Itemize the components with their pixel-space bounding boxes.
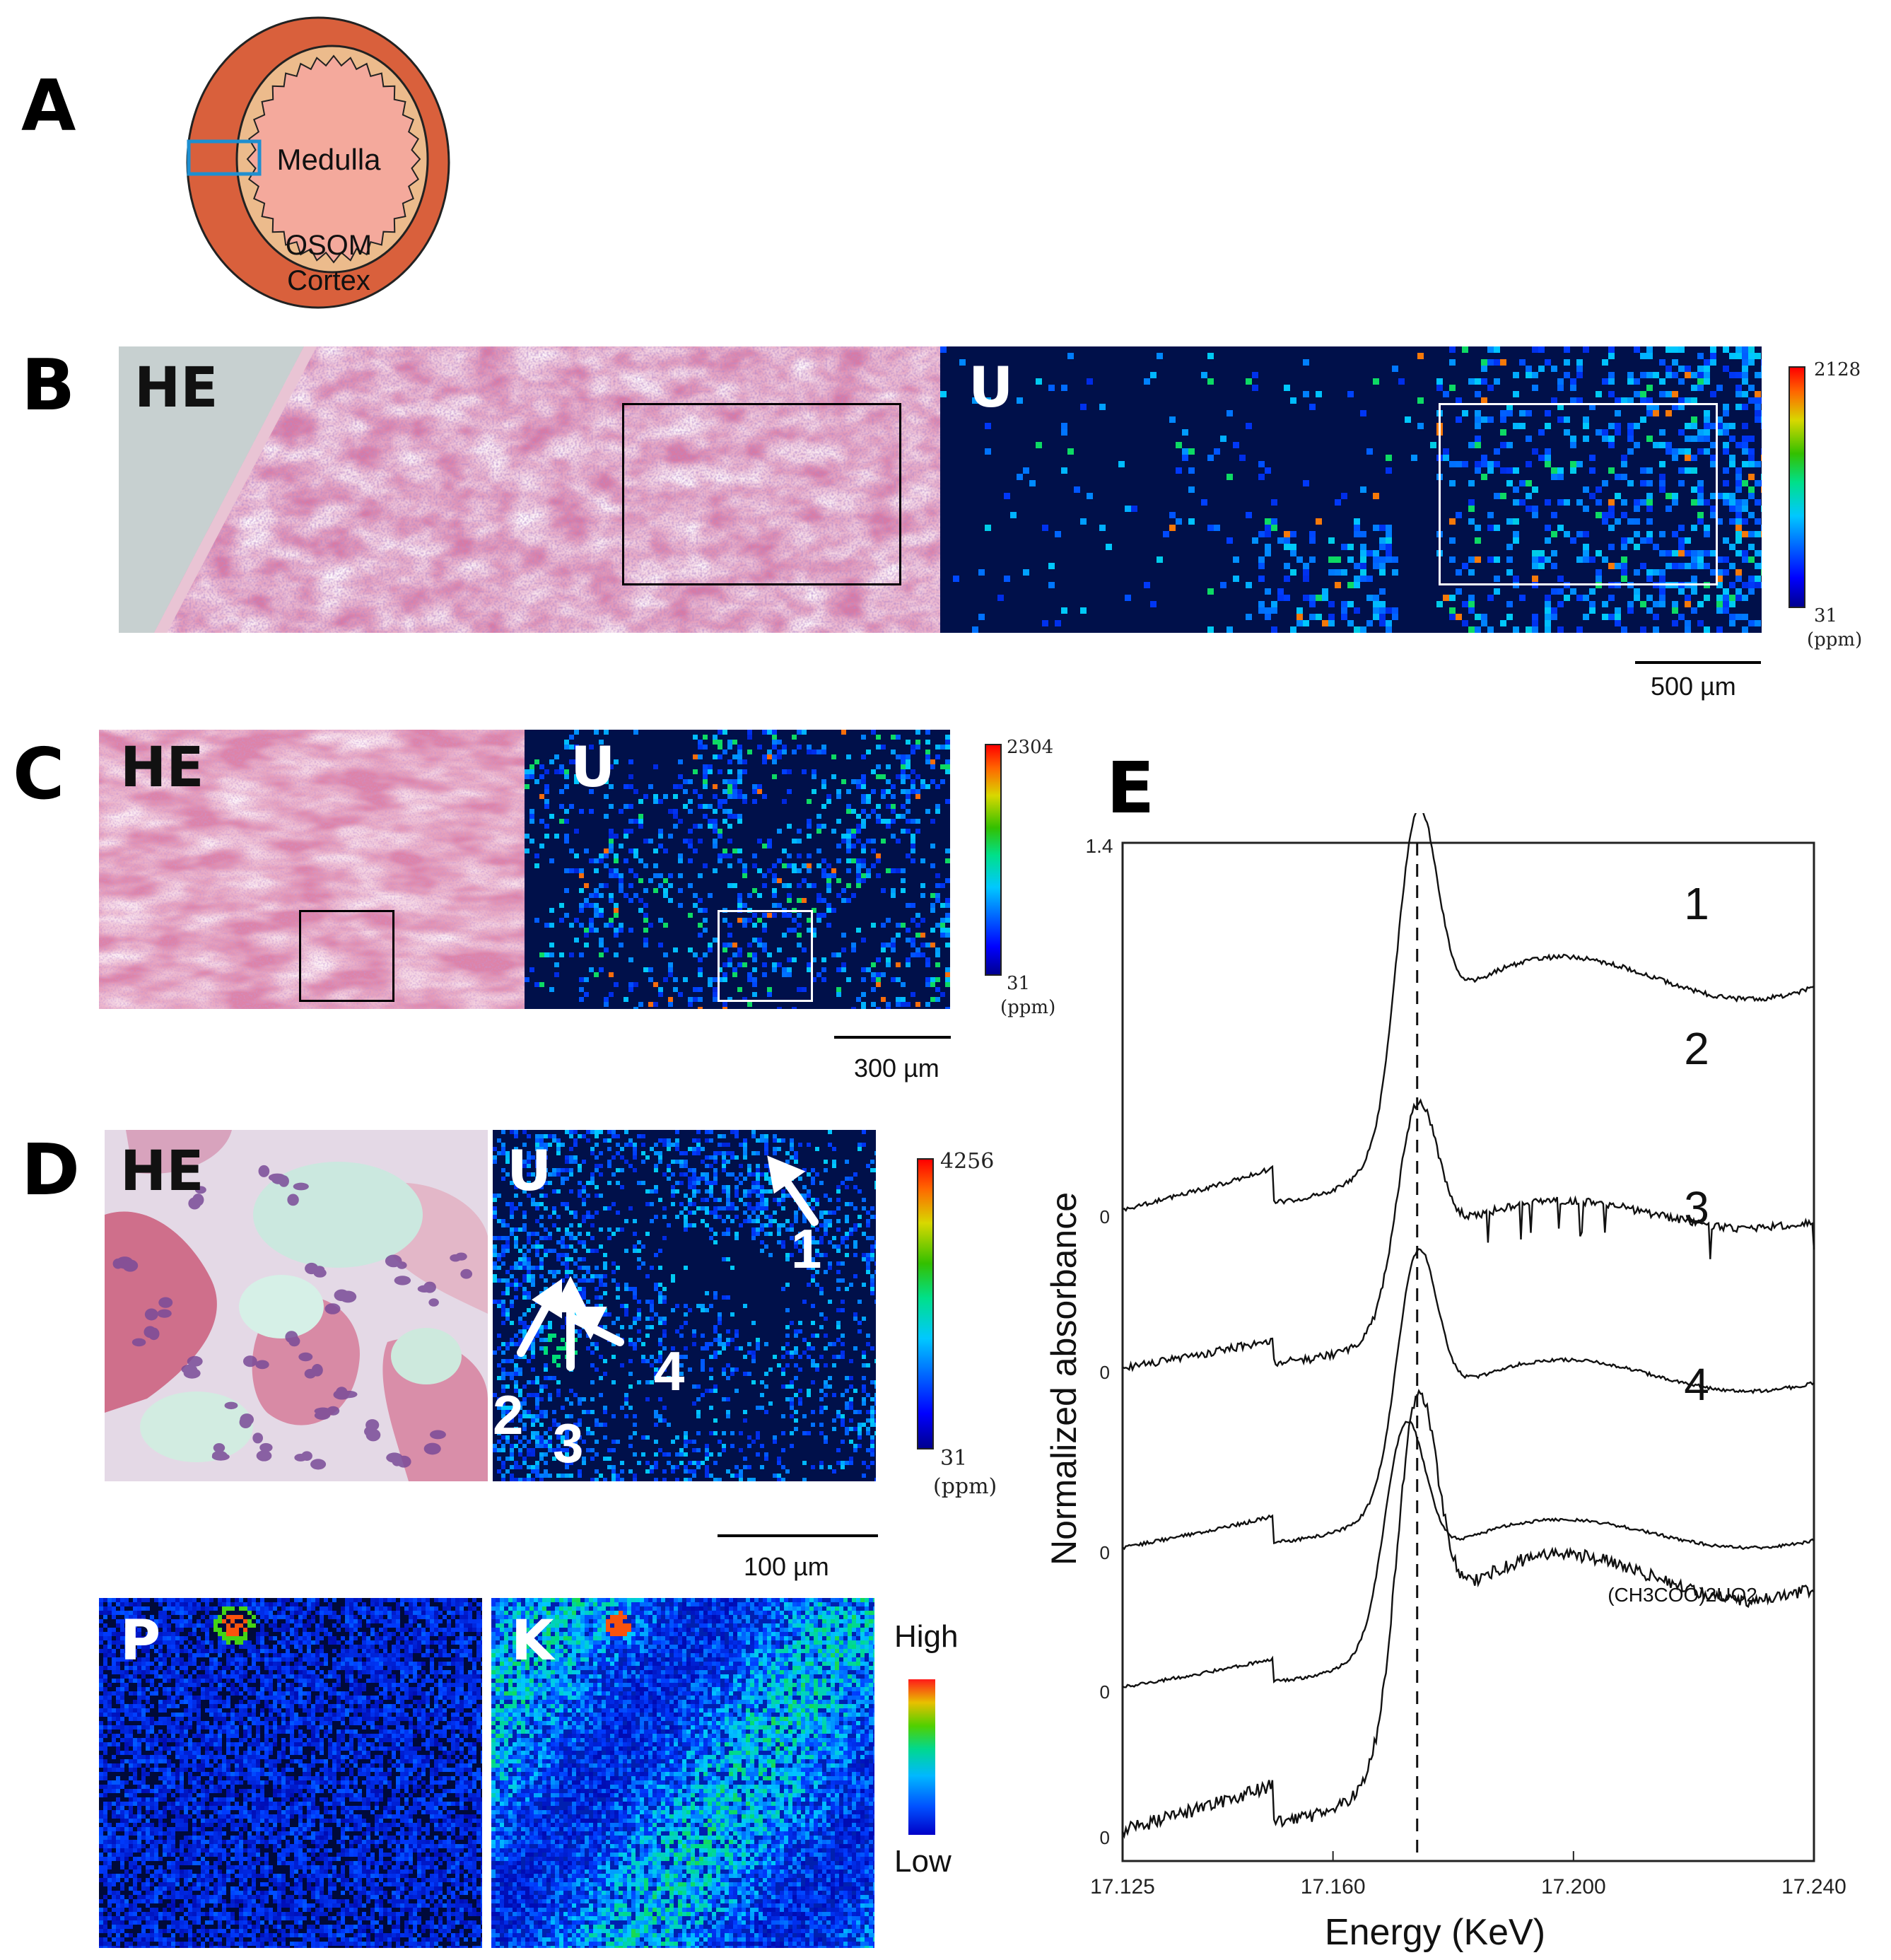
colorbar-d <box>917 1158 934 1449</box>
he-label-b: HE <box>134 356 218 420</box>
u-map-d: U 1 2 3 4 <box>493 1130 876 1481</box>
u-label-c: U <box>570 736 616 800</box>
series-label-2: 2 <box>1684 1023 1709 1074</box>
colorbar-c-unit: (ppm) <box>1000 997 1056 1018</box>
x-axis-label: Energy (KeV) <box>1325 1912 1545 1953</box>
roi-box-he-c <box>299 910 394 1002</box>
he-image-d: HE <box>105 1130 488 1481</box>
k-map: K <box>491 1598 874 1948</box>
series-label-3: 3 <box>1684 1182 1709 1233</box>
panel-letter-d: D <box>21 1128 81 1211</box>
arrow-2-label: 2 <box>493 1384 523 1446</box>
offset-zero-label: 0 <box>1100 1681 1110 1703</box>
medulla-label: Medulla <box>276 143 381 176</box>
roi-box-he-b <box>622 403 901 585</box>
series-line-4 <box>1122 1421 1815 1688</box>
p-label: P <box>120 1609 161 1673</box>
series-line-2 <box>1122 1098 1815 1372</box>
plot-frame <box>1121 841 1815 1862</box>
colorbar-b <box>1788 366 1805 608</box>
slide-edge <box>119 346 304 633</box>
panel-letter-b: B <box>21 344 76 426</box>
x-tick-label: 17.160 <box>1301 1875 1366 1898</box>
colorbar-b-min: 31 <box>1814 605 1838 626</box>
u-map-c: U <box>525 730 950 1009</box>
arrow-4-label: 4 <box>654 1340 684 1402</box>
x-tick-label: 17.240 <box>1781 1875 1846 1898</box>
colorbar-b-unit: (ppm) <box>1807 629 1863 651</box>
u-label-d: U <box>507 1140 552 1203</box>
panel-letter-e: E <box>1106 747 1155 829</box>
pk-colorbar-high: High <box>894 1619 959 1654</box>
y-tick-top: 1.4 <box>1086 835 1113 857</box>
series-line-1 <box>1122 813 1815 1213</box>
scalebar-b <box>1635 661 1761 664</box>
colorbar-b-max: 2128 <box>1814 359 1861 380</box>
panel-letter-a: A <box>21 64 76 147</box>
arrow-1-label: 1 <box>791 1218 821 1280</box>
scalebar-d <box>718 1534 878 1537</box>
he-label-d: HE <box>120 1140 204 1203</box>
y-axis-label: Normalized absorbance <box>1044 1192 1084 1565</box>
u-label-b: U <box>968 356 1014 420</box>
series-label-1: 1 <box>1684 878 1709 929</box>
kidney-schematic: Medulla OSOM Cortex <box>186 16 450 309</box>
u-map-b: U <box>940 346 1762 633</box>
he-image-b: HE <box>119 346 940 633</box>
pk-colorbar <box>908 1679 935 1835</box>
colorbar-c-max: 2304 <box>1007 737 1054 758</box>
roi-box-u-c <box>718 910 813 1002</box>
offset-zero-label: 0 <box>1100 1542 1110 1563</box>
osom-label: OSOM <box>286 230 372 261</box>
colorbar-c <box>985 744 1002 976</box>
p-map: P <box>99 1598 482 1948</box>
he-label-c: HE <box>120 736 204 800</box>
he-image-c: HE <box>99 730 525 1009</box>
colorbar-d-min: 31 <box>940 1446 968 1471</box>
scalebar-b-label: 500 µm <box>1651 672 1736 701</box>
medulla-region <box>246 54 421 264</box>
cortex-label: Cortex <box>287 265 370 296</box>
colorbar-c-min: 31 <box>1007 973 1031 994</box>
offset-zero-label: 0 <box>1100 1827 1110 1848</box>
series-label-5: (CH3COO)2UO2 <box>1608 1584 1757 1606</box>
arrow-3-label: 3 <box>553 1412 583 1474</box>
series-line-3 <box>1122 1248 1815 1551</box>
x-tick-label: 17.200 <box>1541 1875 1606 1898</box>
k-label: K <box>511 1609 554 1673</box>
offset-zero-label: 0 <box>1100 1362 1110 1383</box>
panel-letter-c: C <box>13 733 65 815</box>
pk-colorbar-low: Low <box>894 1844 952 1879</box>
x-tick-label: 17.125 <box>1090 1875 1155 1898</box>
series-line-5 <box>1121 1388 1815 1839</box>
scalebar-c-label: 300 µm <box>854 1054 939 1083</box>
xanes-chart: 17.125 17.160 17.200 17.240 1.4 0 0 0 0 0 1 2 3 4 (… <box>1044 813 1846 1953</box>
roi-box-u-b <box>1439 403 1718 585</box>
scalebar-d-label: 100 µm <box>744 1552 829 1581</box>
offset-zero-label: 0 <box>1100 1206 1110 1227</box>
colorbar-d-max: 4256 <box>940 1149 995 1174</box>
colorbar-d-unit: (ppm) <box>933 1474 997 1499</box>
scalebar-c <box>834 1036 951 1039</box>
series-label-4: 4 <box>1684 1359 1709 1410</box>
selection-box-icon <box>187 139 262 176</box>
